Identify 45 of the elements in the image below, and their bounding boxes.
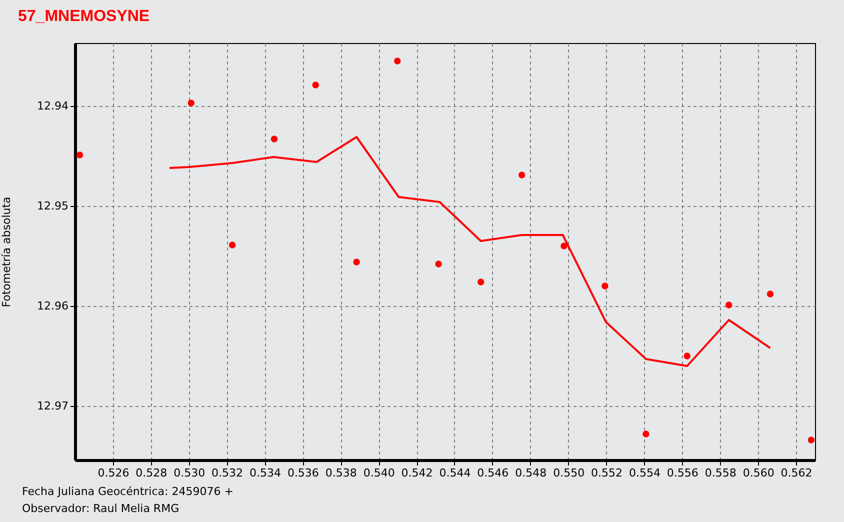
point — [188, 100, 194, 106]
x-tick-label: 0.538 — [325, 466, 357, 480]
x-tick-label: 0.550 — [553, 466, 585, 480]
point — [642, 430, 650, 438]
x-tick-label: 0.540 — [363, 466, 395, 480]
point — [518, 172, 526, 178]
x-tick-label: 0.544 — [439, 466, 471, 480]
x-tick-label: 0.546 — [477, 466, 509, 480]
point — [766, 290, 774, 298]
x-tick-label: 0.536 — [287, 466, 319, 480]
point — [76, 152, 84, 158]
x-tick-label: 0.562 — [780, 466, 812, 480]
point — [353, 258, 360, 266]
point — [312, 82, 319, 88]
point — [602, 282, 608, 290]
point — [808, 436, 815, 444]
text: Fecha Juliana Geocéntrica: 2459076 + — [22, 485, 234, 498]
x-tick-label: 0.534 — [249, 466, 281, 480]
x-tick-label: 0.554 — [628, 466, 660, 480]
point — [435, 260, 442, 268]
x-tick-label: 0.542 — [401, 466, 433, 480]
point — [270, 136, 278, 142]
x-tick-label: 0.530 — [174, 466, 206, 480]
point — [684, 352, 690, 360]
y-tick-label: 12.95 — [37, 200, 68, 212]
x-tick-label: 0.552 — [591, 466, 623, 480]
x-tick-label: 0.560 — [742, 466, 774, 480]
x-tick-label: 0.556 — [666, 466, 698, 480]
point — [478, 278, 484, 286]
x-tick-label: 0.548 — [515, 466, 547, 480]
x-tick-label: 0.532 — [212, 466, 244, 480]
y-axis-title: Fotometría absoluta — [0, 196, 14, 308]
chart-title: 57_MNEMOSYNE — [18, 8, 150, 26]
point — [726, 302, 732, 308]
point — [560, 242, 568, 250]
x-tick-label: 0.528 — [136, 466, 168, 480]
line-series — [168, 136, 772, 367]
y-tick-label: 12.94 — [37, 100, 68, 112]
x-tick-label: 0.526 — [98, 466, 130, 480]
y-tick-label: 12.96 — [37, 300, 68, 312]
text: Observador: Raul Melia RMG — [22, 502, 180, 515]
y-tick-label: 12.97 — [37, 400, 68, 412]
point — [228, 242, 236, 248]
point — [394, 58, 401, 64]
x-tick-label: 0.558 — [704, 466, 736, 480]
